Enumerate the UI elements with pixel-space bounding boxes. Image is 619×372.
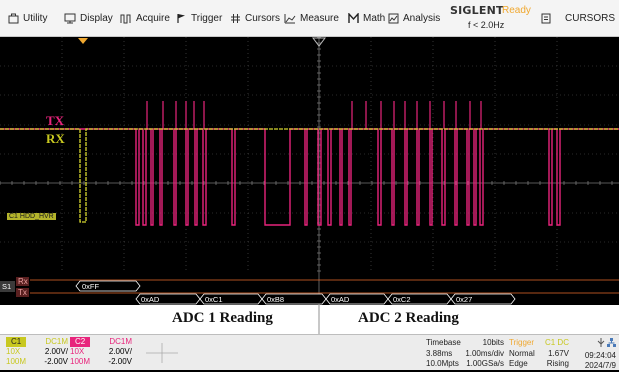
c1-offset: -2.00V — [44, 357, 68, 366]
tx-decode-value: 0x27 — [456, 295, 472, 304]
trigger-type: Edge — [509, 359, 528, 368]
decode-tx-label: Tx — [18, 288, 27, 297]
annotation-band — [0, 305, 619, 334]
timebase-box[interactable]: Timebase 10bits 3.88ms 1.00ms/div 10.0Mpts… — [426, 338, 504, 370]
clock-time: 09:24:04 — [584, 350, 616, 360]
menu-acquire-label: Acquire — [136, 12, 170, 24]
trigger-label: Trigger — [509, 338, 535, 347]
trigger-flag-icon — [177, 13, 185, 23]
utility-icon — [8, 13, 19, 23]
c2-probe: 10X — [70, 347, 85, 356]
c1-tag: C1 — [6, 337, 27, 347]
waveform-display[interactable]: 0xFF 0xAD 0xC1 0xB8 0xAD 0xC2 0x27 TX RX C1 HD… — [0, 37, 619, 334]
menu-acquire[interactable]: Acquire — [120, 0, 170, 36]
display-icon — [64, 13, 76, 23]
tx-decode-value: 0xAD — [331, 295, 350, 304]
menu-display-label: Display — [80, 12, 113, 24]
annotation-adc1: ADC 1 Reading — [172, 310, 273, 326]
menu-math[interactable]: Math — [348, 0, 385, 36]
trigger-level: 1.67V — [548, 348, 569, 358]
status-bar: C1 DC1M 10X 2.00V/ 100M -2.00V C2 DC1M 10X 2.… — [0, 334, 619, 370]
menu-bar: Utility Display Acquire Trigger Cursors … — [0, 0, 619, 37]
tx-decode-value: 0xAD — [141, 295, 160, 304]
analysis-icon — [388, 13, 399, 23]
menu-cursors-label: Cursors — [245, 12, 281, 24]
c2-scale: 2.00V/ — [108, 347, 132, 356]
decode-rx-label: Rx — [18, 277, 28, 286]
timebase-delay: 3.88ms — [426, 348, 453, 358]
tx-trace-label: TX — [46, 113, 65, 128]
clock-date: 2024/7/9 — [584, 361, 616, 370]
panel-icon — [541, 13, 551, 23]
menu-analysis-label: Analysis — [403, 12, 441, 24]
status-area: SIGLENT Ready f < 2.0Hz — [450, 2, 532, 34]
timebase-scale: 1.00ms/div — [465, 348, 504, 358]
math-icon — [348, 12, 359, 23]
rx-decode-value: 0xFF — [82, 282, 100, 291]
cursors-panel-button[interactable]: CURSORS — [541, 0, 615, 36]
channel-c1-box[interactable]: C1 DC1M 10X 2.00V/ 100M -2.00V — [6, 337, 68, 367]
rx-decode-frame[interactable] — [75, 280, 141, 292]
c1-coupling: DC1M — [45, 337, 68, 346]
menu-utility[interactable]: Utility — [8, 0, 47, 36]
rx-trace-label: RX — [46, 131, 65, 146]
c1-scale: 2.00V/ — [44, 347, 68, 356]
clock-box: 09:24:04 2024/7/9 — [578, 338, 616, 372]
trigger-box[interactable]: Trigger C1 DC Normal 1.67V Edge Rising — [509, 338, 569, 370]
brand-logo: SIGLENT — [450, 4, 504, 17]
network-icon — [607, 338, 616, 347]
menu-trigger[interactable]: Trigger — [176, 0, 222, 36]
trigger-mode: Normal — [509, 348, 535, 358]
tx-decode-value: 0xC1 — [205, 295, 223, 304]
trigger-position-marker[interactable] — [78, 38, 88, 44]
tx-decode-value: 0xB8 — [267, 295, 284, 304]
channel-c2-box[interactable]: C2 DC1M 10X 2.00V/ 100M -2.00V — [70, 337, 132, 367]
cursors-panel-label: CURSORS — [565, 12, 616, 24]
tx-waveform — [0, 128, 619, 226]
center-time-marker[interactable] — [312, 37, 326, 47]
menu-math-label: Math — [363, 12, 386, 24]
trigger-source: C1 DC — [544, 338, 569, 347]
rx-waveform — [0, 128, 619, 223]
c2-coupling: DC1M — [109, 337, 132, 346]
timebase-bits: 10bits — [482, 338, 504, 347]
add-channel-icon[interactable] — [142, 341, 182, 365]
timebase-label: Timebase — [426, 338, 461, 347]
c1-channel-marker[interactable]: C1 HDD_HVR — [7, 213, 56, 220]
trigger-frequency: f < 2.0Hz — [468, 20, 505, 30]
c2-tag: C2 — [70, 337, 91, 347]
measure-icon — [284, 13, 296, 23]
sample-rate: 1.00GSa/s — [466, 359, 504, 368]
menu-measure-label: Measure — [300, 12, 339, 24]
acquire-icon — [120, 14, 131, 23]
acquisition-status: Ready — [502, 5, 531, 16]
menu-trigger-label: Trigger — [191, 12, 223, 24]
timebase-points: 10.0Mpts — [426, 359, 459, 368]
c2-offset: -2.00V — [108, 357, 132, 366]
usb-icon — [597, 338, 605, 347]
bus-label: S1 — [2, 282, 12, 291]
c2-bandwidth: 100M — [70, 357, 91, 366]
tx-decode-value: 0xC2 — [393, 295, 411, 304]
c1-bandwidth: 100M — [6, 357, 27, 366]
menu-utility-label: Utility — [23, 12, 48, 24]
c1-probe: 10X — [6, 347, 21, 356]
graticule: 0xFF 0xAD 0xC1 0xB8 0xAD 0xC2 0x27 — [0, 37, 619, 334]
cursors-icon — [231, 13, 240, 23]
menu-cursors[interactable]: Cursors — [230, 0, 280, 36]
menu-measure[interactable]: Measure — [284, 0, 339, 36]
menu-display[interactable]: Display — [64, 0, 113, 36]
annotation-adc2: ADC 2 Reading — [358, 310, 459, 326]
tx-decode-frame[interactable] — [450, 293, 516, 305]
menu-analysis[interactable]: Analysis — [388, 0, 440, 36]
trigger-slope: Rising — [546, 359, 569, 368]
